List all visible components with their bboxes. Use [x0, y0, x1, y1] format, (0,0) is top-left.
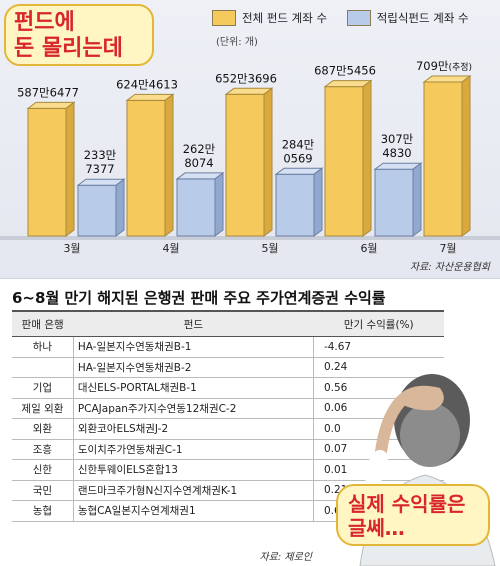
- legend: 전체 펀드 계좌 수 적립식펀드 계좌 수: [212, 10, 485, 29]
- bar-total-label: 587만6477: [17, 85, 79, 99]
- bank-cell: 조흥: [12, 439, 74, 460]
- legend-label-total: 전체 펀드 계좌 수: [242, 11, 328, 25]
- bank-cell: 외환: [12, 418, 74, 440]
- bar-total: [423, 81, 463, 237]
- bar-total: [225, 93, 265, 237]
- header-fund: 펀드: [73, 310, 314, 337]
- header-return: 만기 수익률(%): [313, 310, 444, 337]
- bar-installment-label: 262만: [183, 142, 216, 156]
- chart-baseline: [0, 236, 500, 240]
- bar-installment-label-2: 0569: [283, 151, 312, 165]
- table-header-row: 판매 은행 펀드 만기 수익률(%): [12, 310, 444, 337]
- bar-total-label: 652만3696: [215, 71, 277, 85]
- bar-total: [27, 107, 67, 237]
- bar-installment-side: [214, 171, 224, 237]
- return-cell: 0.24: [312, 357, 444, 378]
- bar-total-label: 687만5456: [314, 64, 376, 78]
- category-label: 4월: [162, 242, 179, 255]
- bar-total-side: [461, 75, 471, 237]
- fund-cell: HA-일본지수연동채권B-2: [72, 357, 314, 378]
- bar-installment-side: [115, 178, 125, 237]
- bank-cell: [12, 357, 74, 378]
- legend-item-total: 전체 펀드 계좌 수: [212, 10, 327, 26]
- table-row: HA-일본지수연동채권B-2 0.24: [12, 357, 444, 378]
- table-row: 신한 신한투웨이ELS혼합13 0.01: [12, 459, 444, 481]
- bar-chart: 587만6477 233만 7377 3월 624만4613 262만 8074 4월 652만…: [0, 0, 500, 279]
- bank-cell: 국민: [12, 480, 74, 501]
- fund-cell: 외환코아ELS채권J-2: [72, 418, 314, 440]
- bar-installment: [374, 168, 414, 237]
- headline-callout: 펀드에 돈 몰리는데: [4, 4, 154, 66]
- bubble-line-1: 실제 수익률은: [348, 492, 466, 516]
- bar-total-label: 624만4613: [116, 77, 178, 91]
- bar-total-side: [362, 79, 372, 237]
- category-label: 3월: [63, 242, 80, 255]
- fund-cell: 신한투웨이ELS혼합13: [72, 459, 314, 481]
- bar-installment: [275, 173, 315, 237]
- table-source: 자료: 제로인: [259, 552, 312, 563]
- table-row: 하나 HA-일본지수연동채권B-1 -4.67: [12, 336, 444, 358]
- unit-label: (단위: 개): [216, 37, 258, 48]
- callout-line-1: 펀드에: [14, 10, 75, 35]
- legend-item-installment: 적립식펀드 계좌 수: [346, 10, 469, 26]
- table-title: 6~8월 만기 해지된 은행권 판매 주요 주가연계증권 수익률: [12, 289, 386, 307]
- bar-installment-side: [313, 167, 323, 237]
- bank-cell: 신한: [12, 459, 74, 481]
- category-label: 5월: [261, 242, 278, 255]
- bar-installment: [77, 184, 117, 237]
- header-bank: 판매 은행: [12, 310, 74, 337]
- bar-total-side: [65, 101, 75, 237]
- legend-swatch-installment: [346, 10, 371, 26]
- fund-cell: 대신ELS-PORTAL채권B-1: [72, 377, 314, 399]
- fund-cell: 농협CA일본지수연계채권1: [72, 500, 314, 522]
- category-label: 6월: [360, 242, 377, 255]
- bank-cell: 농협: [12, 500, 74, 522]
- legend-swatch-total: [212, 10, 236, 26]
- return-cell: -4.67: [312, 336, 444, 358]
- bar-installment-side: [412, 162, 422, 237]
- bar-total-side: [263, 87, 273, 237]
- bank-cell: 제일 외환: [12, 398, 74, 419]
- bar-installment-label: 284만: [282, 137, 315, 151]
- fund-cell: PCAJapan주가지수연동12채권C-2: [72, 398, 314, 419]
- callout-line-2: 돈 몰리는데: [14, 36, 123, 61]
- category-label: 7월: [439, 242, 456, 255]
- bank-cell: 기업: [12, 377, 74, 399]
- bar-total: [324, 86, 364, 237]
- bar-installment-label: 307만: [381, 132, 414, 146]
- legend-label-installment: 적립식펀드 계좌 수: [376, 11, 469, 25]
- bank-cell: 하나: [12, 336, 74, 358]
- bar-total-label: 709만(추정): [416, 59, 472, 73]
- bar-installment-label-2: 8074: [184, 156, 213, 170]
- bar-total: [126, 99, 166, 237]
- fund-cell: 도이치주가연동채권C-1: [72, 439, 314, 460]
- bar-total-side: [164, 93, 174, 237]
- speech-bubble: 실제 수익률은 글쎄…: [336, 484, 490, 546]
- chart-source: 자료: 자산운용협회: [409, 262, 490, 273]
- bar-installment-label-2: 7377: [85, 162, 114, 176]
- fund-cell: HA-일본지수연동채권B-1: [72, 336, 314, 358]
- bar-installment-label: 233만: [84, 148, 117, 162]
- bubble-line-2: 글쎄…: [348, 516, 405, 540]
- bar-installment-label-2: 4830: [382, 146, 411, 160]
- fund-cell: 랜드마크주가형N신지수연계채권K-1: [72, 480, 314, 501]
- bar-installment: [176, 178, 216, 237]
